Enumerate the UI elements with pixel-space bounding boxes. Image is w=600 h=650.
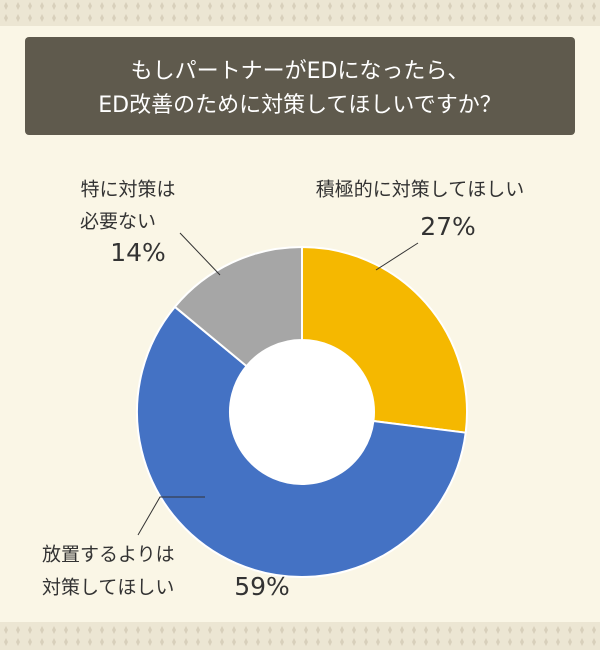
leader-line [179, 232, 221, 276]
category-label: 特に対策は [80, 179, 175, 201]
title-line: もしパートナーがEDになったら、 [131, 59, 470, 84]
category-label: 必要ない [80, 211, 156, 233]
donut-hole [230, 340, 374, 484]
category-label: 積極的に対策してほしい [316, 179, 524, 201]
leader-line [137, 496, 205, 536]
leader-line [375, 242, 419, 271]
category-label: 対策してほしい [42, 577, 174, 599]
category-label: 放置するよりは [42, 544, 175, 566]
bottom-band [0, 622, 600, 650]
value-label: 14% [110, 238, 166, 267]
title-line: ED改善のために対策してほしいですか？ [98, 93, 502, 118]
title-box [25, 37, 575, 135]
top-band [0, 0, 600, 26]
value-label: 59% [234, 572, 290, 601]
value-label: 27% [420, 212, 476, 241]
